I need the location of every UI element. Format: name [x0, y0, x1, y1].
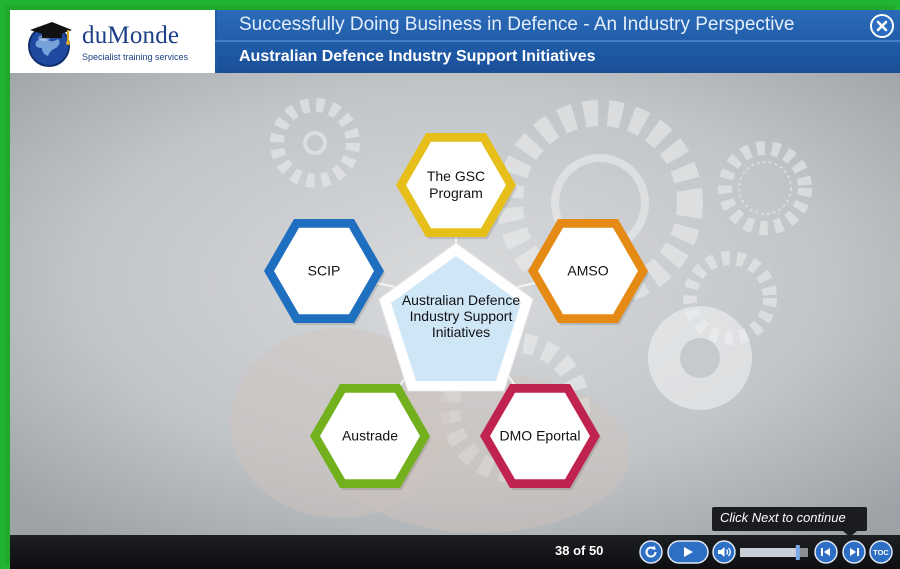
- node-label-scip: SCIP: [307, 262, 341, 279]
- close-icon: [876, 20, 888, 32]
- speaker-icon: [718, 547, 731, 557]
- brand-name: duMonde: [82, 22, 180, 49]
- next-icon: [850, 548, 859, 556]
- node-label-amso: AMSO: [567, 262, 609, 279]
- previous-button[interactable]: [814, 540, 838, 564]
- globe-graduation-cap-icon: [28, 22, 72, 67]
- slide-title: Australian Defence Industry Support Init…: [239, 48, 596, 65]
- center-pentagon-fill: [391, 256, 521, 381]
- node-hexagon-inner-scip: [274, 227, 374, 315]
- audio-progress-handle[interactable]: [795, 545, 800, 560]
- node-label-austrade: Austrade: [341, 427, 399, 444]
- node-label-gsc: The GSC Program: [426, 168, 486, 201]
- node-hexagon-inner-gsc: [406, 141, 506, 229]
- header-divider: [215, 40, 900, 42]
- node-hexagon-inner-austrade: [320, 392, 420, 480]
- previous-icon: [821, 548, 830, 556]
- audio-progress-slider[interactable]: [738, 540, 810, 564]
- center-label: Australian Defence Industry Support Init…: [401, 292, 521, 340]
- diagram-graphics: [264, 133, 649, 491]
- node-label-dmo: DMO Eportal: [499, 427, 581, 444]
- logo-panel: duMonde Specialist training services: [10, 10, 215, 73]
- slide-stage: Australian Defence Industry Support Init…: [10, 10, 900, 569]
- next-button[interactable]: [842, 540, 866, 564]
- node-hexagon-inner-dmo: [490, 392, 590, 480]
- play-icon: [684, 547, 693, 557]
- audio-progress-fill: [740, 548, 798, 557]
- volume-button[interactable]: [712, 540, 736, 564]
- next-tooltip: [712, 507, 867, 531]
- node-hexagon-inner-amso: [538, 227, 638, 315]
- page-counter: 38 of 50: [555, 543, 604, 558]
- play-button[interactable]: [667, 540, 709, 564]
- toc-button[interactable]: TOC: [869, 540, 893, 564]
- brand-tagline: Specialist training services: [82, 52, 189, 62]
- initiatives-diagram: Australian Defence Industry Support Init…: [10, 73, 900, 535]
- replay-button[interactable]: [639, 540, 663, 564]
- player-controls: 38 of 50: [10, 535, 900, 569]
- next-tooltip-arrow: [843, 531, 857, 537]
- close-button[interactable]: [870, 14, 894, 38]
- replay-icon: [645, 546, 657, 558]
- course-title: Successfully Doing Business in Defence -…: [239, 14, 795, 35]
- toc-label: TOC: [873, 548, 889, 557]
- next-tooltip-text: Click Next to continue: [720, 510, 846, 525]
